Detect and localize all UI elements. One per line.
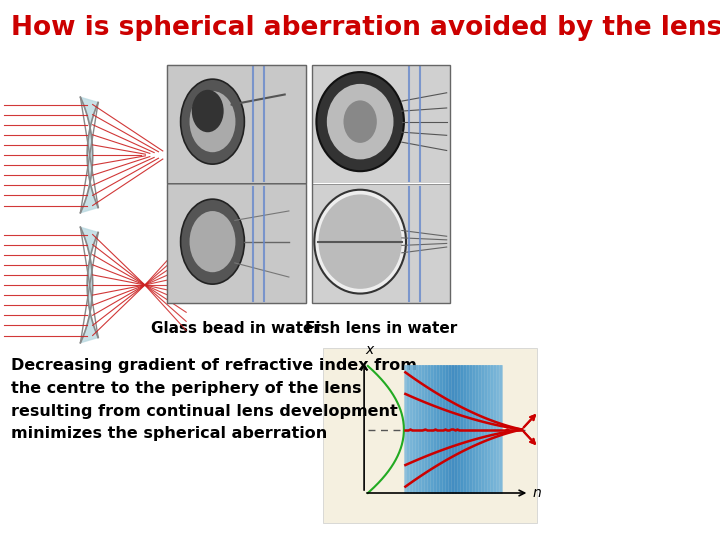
Ellipse shape [327, 84, 394, 159]
Circle shape [181, 79, 244, 164]
Bar [323, 348, 537, 523]
Text: n: n [532, 486, 541, 500]
Bar [312, 185, 451, 303]
Ellipse shape [318, 194, 402, 289]
Bar [312, 65, 451, 183]
Text: x: x [366, 343, 374, 357]
Circle shape [189, 211, 235, 272]
Polygon shape [81, 97, 98, 213]
Text: Fish lens in water: Fish lens in water [305, 321, 457, 336]
Ellipse shape [315, 190, 406, 294]
Ellipse shape [316, 72, 404, 171]
Text: Decreasing gradient of refractive index from
the centre to the periphery of the : Decreasing gradient of refractive index … [11, 358, 416, 441]
Bar [166, 65, 305, 183]
Text: How is spherical aberration avoided by the lens?: How is spherical aberration avoided by t… [11, 15, 720, 41]
Text: Glass bead in water: Glass bead in water [151, 321, 321, 336]
Bar [166, 185, 305, 303]
Circle shape [189, 91, 235, 152]
Bar [166, 65, 305, 183]
Bar [166, 185, 305, 303]
Bar [166, 65, 305, 303]
Polygon shape [81, 227, 98, 343]
Bar [312, 65, 451, 303]
Circle shape [192, 90, 224, 132]
Circle shape [181, 199, 244, 284]
Ellipse shape [343, 100, 377, 143]
